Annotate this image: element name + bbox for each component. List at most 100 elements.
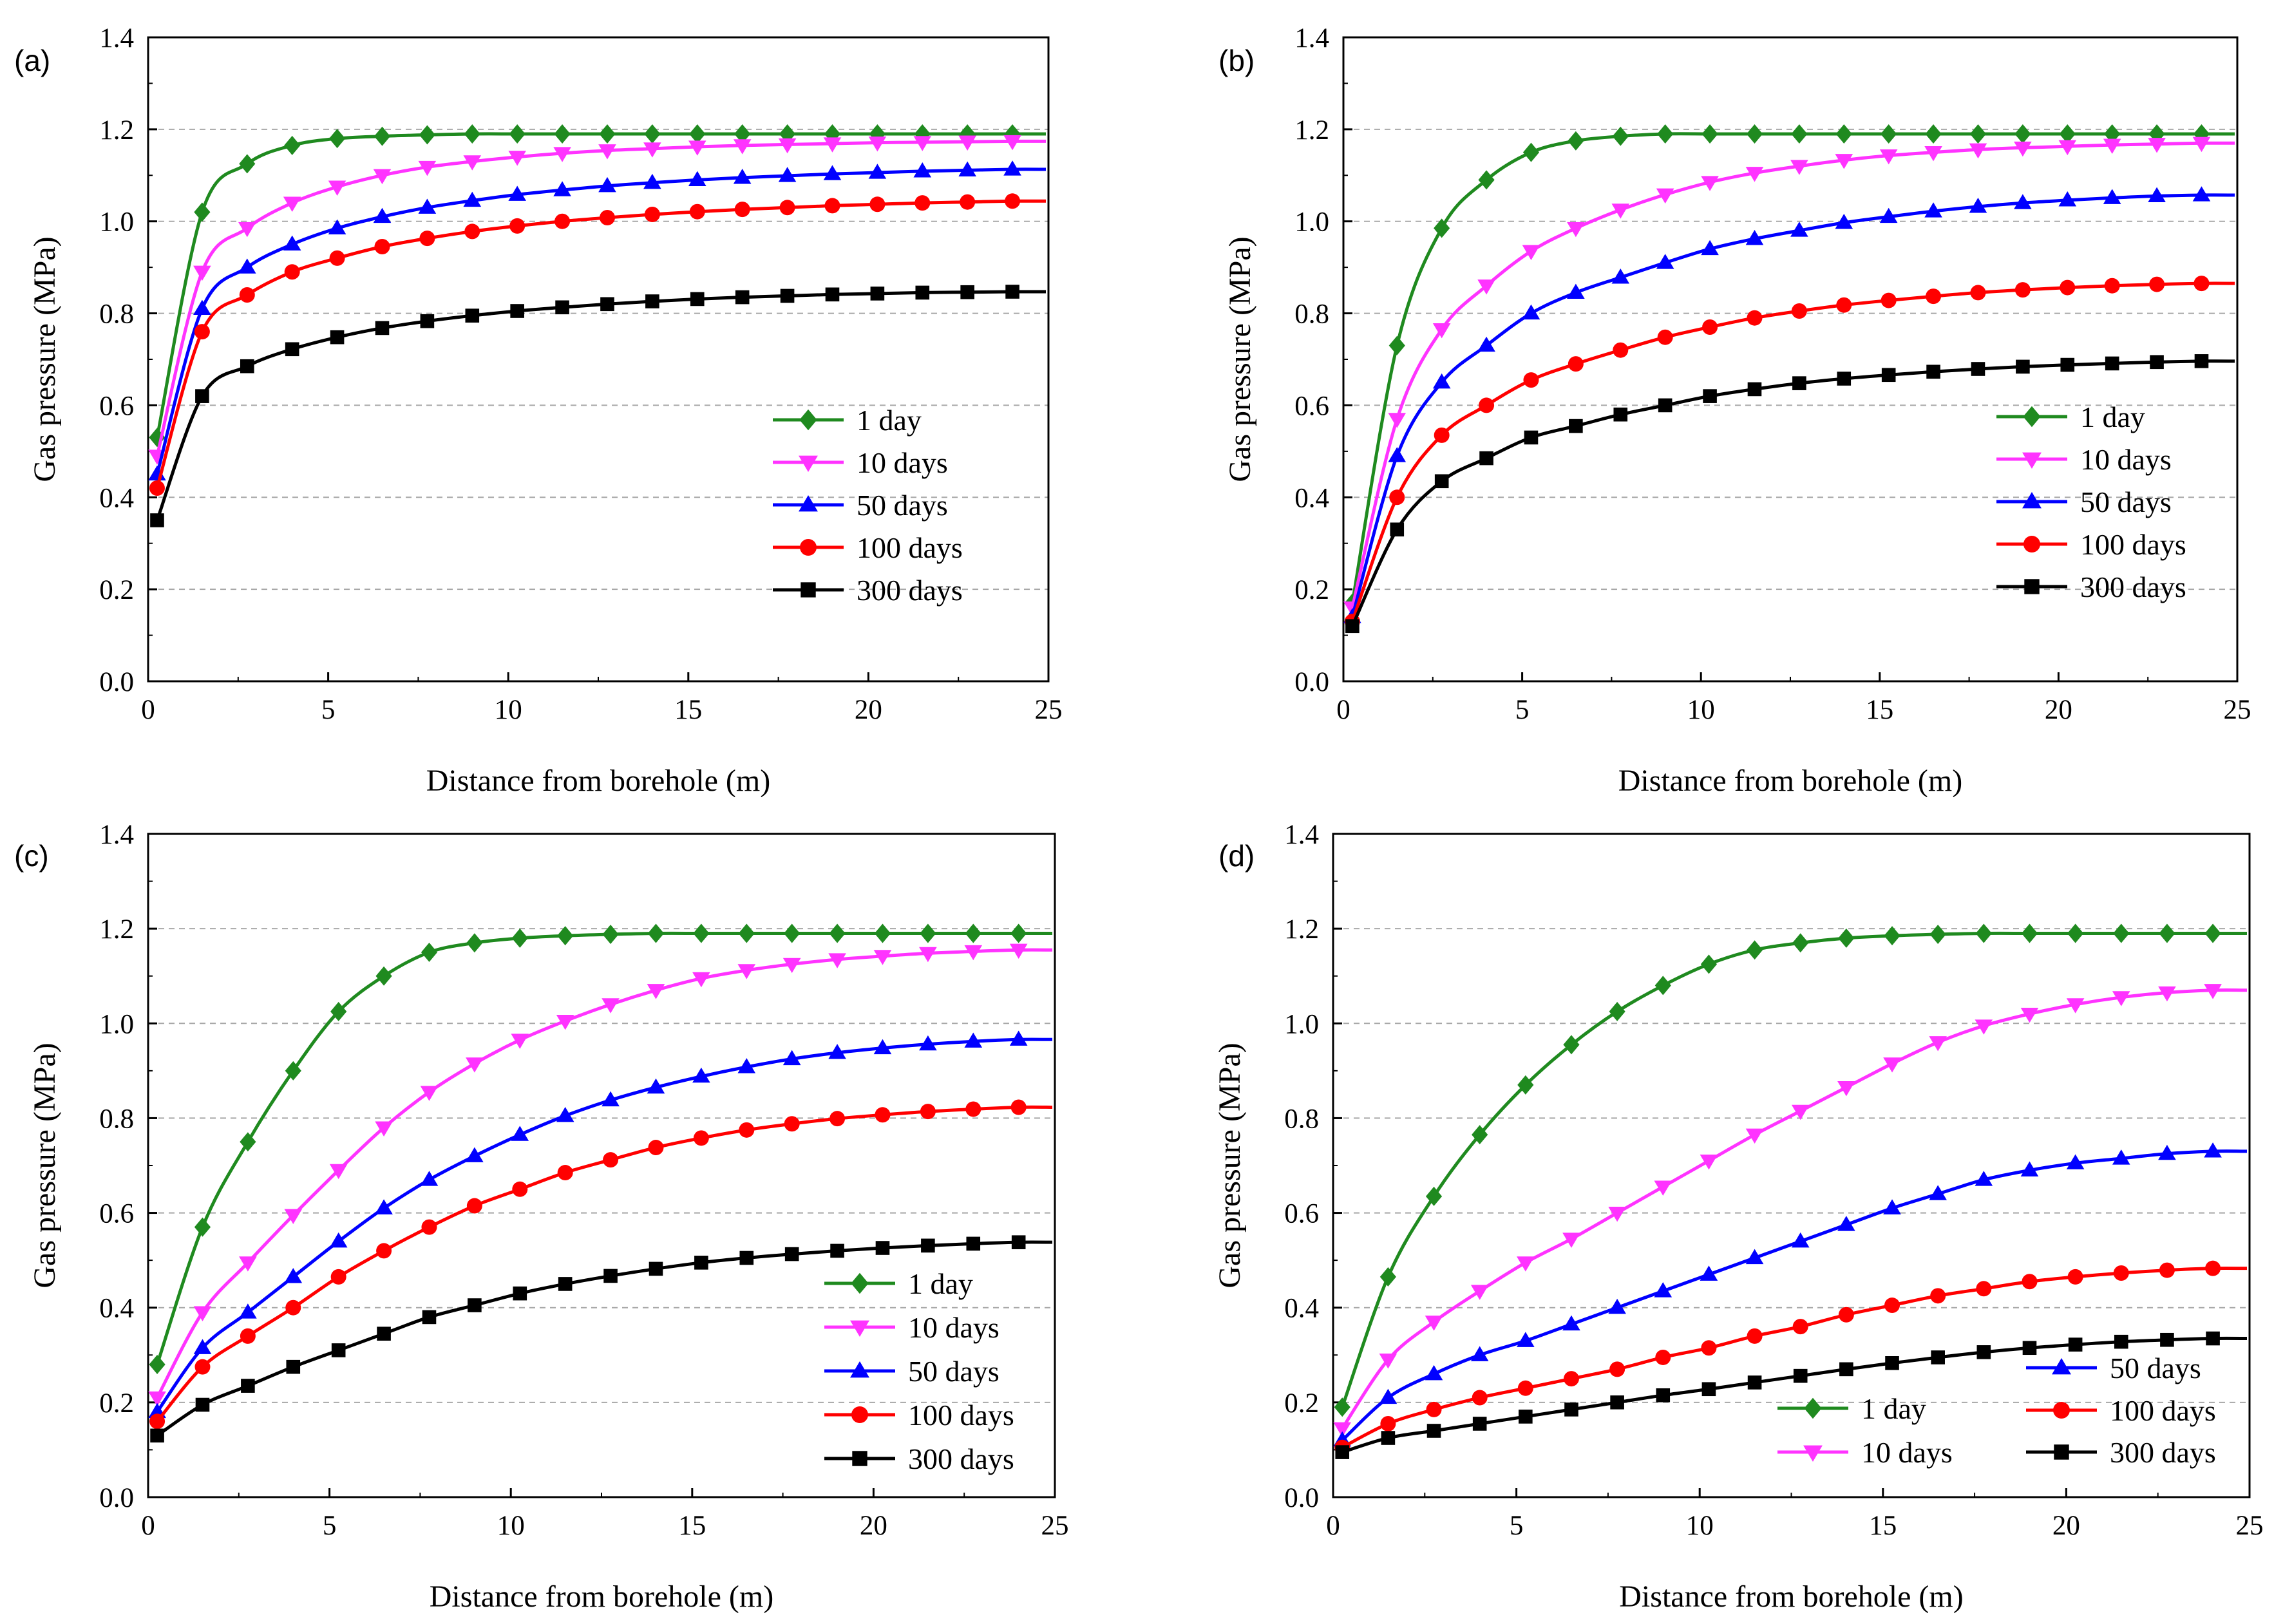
data-point xyxy=(464,124,480,144)
data-point xyxy=(1009,1030,1028,1046)
data-point xyxy=(194,1359,211,1375)
data-point xyxy=(1379,1354,1398,1369)
data-point xyxy=(149,1413,166,1430)
series-line-100-days xyxy=(155,199,1047,489)
data-point xyxy=(1658,398,1672,413)
x-axis-title: Distance from borehole (m) xyxy=(1618,764,1962,798)
data-point xyxy=(1929,1185,1947,1200)
data-point xyxy=(958,161,976,177)
panel-b: 0.0 0.2 0.4 0.6 0.8 1.0 1.2 1.4 0 5 10 15 20 25 Distan… xyxy=(1218,23,2251,798)
data-point xyxy=(2194,354,2209,368)
data-point xyxy=(329,1164,348,1180)
data-point xyxy=(1929,924,1946,944)
data-point xyxy=(1612,126,1629,146)
data-point xyxy=(285,1061,301,1081)
data-point xyxy=(1379,1267,1396,1287)
data-point xyxy=(1003,160,1021,176)
data-point xyxy=(1564,1402,1578,1417)
data-point xyxy=(509,124,526,144)
y-tick-label: 0.2 xyxy=(99,1388,134,1419)
panel-a: 0.0 0.2 0.4 0.6 0.8 1.0 1.2 1.4 0 5 10 15 20 25 Distan… xyxy=(14,23,1063,798)
data-point xyxy=(1925,124,1942,144)
y-tick-label: 0.4 xyxy=(1294,483,1329,513)
y-tick-label: 1.0 xyxy=(99,1009,134,1039)
data-point xyxy=(1434,474,1449,489)
data-point xyxy=(643,142,661,158)
data-point xyxy=(239,1256,257,1272)
data-point xyxy=(644,207,660,222)
legend-entry-100-days: 100 days xyxy=(824,1399,1014,1431)
x-tick-label: 20 xyxy=(855,695,882,725)
data-point xyxy=(734,202,750,218)
data-point xyxy=(1881,368,1896,382)
legend-label: 1 day xyxy=(1861,1392,1926,1425)
data-point xyxy=(1881,124,1897,144)
x-tick-label: 0 xyxy=(141,695,155,725)
data-point xyxy=(466,933,483,953)
series-100-days xyxy=(149,1099,1053,1430)
data-point xyxy=(966,1236,981,1251)
data-point xyxy=(1838,1307,1854,1323)
data-point xyxy=(1656,254,1674,269)
data-point xyxy=(1745,230,1764,245)
data-point xyxy=(958,135,976,151)
data-point xyxy=(508,151,526,166)
data-point xyxy=(193,299,211,316)
data-point xyxy=(328,129,346,149)
data-point xyxy=(1879,207,1898,223)
data-point xyxy=(1608,1298,1626,1314)
data-point xyxy=(778,138,797,154)
data-point xyxy=(873,950,892,965)
y-tick-label: 1.2 xyxy=(99,914,134,945)
data-point xyxy=(1976,1281,1992,1297)
legend-entry-1-day: 1 day xyxy=(1777,1392,1926,1425)
data-point xyxy=(2060,279,2076,296)
legend-label: 1 day xyxy=(908,1267,973,1300)
legend-marker xyxy=(1803,1445,1823,1462)
data-point xyxy=(738,923,755,943)
series-300-days xyxy=(1335,1331,2248,1459)
data-point xyxy=(1479,397,1495,413)
data-point xyxy=(643,173,661,189)
data-point xyxy=(1701,1382,1716,1397)
data-point xyxy=(1881,292,1897,308)
series-1-day xyxy=(1334,923,2247,1417)
legend-label: 100 days xyxy=(857,531,963,564)
data-point xyxy=(194,324,210,340)
legend-label: 100 days xyxy=(2080,528,2186,561)
data-point xyxy=(2016,359,2030,374)
y-tick-label: 0.6 xyxy=(1294,391,1329,421)
data-point xyxy=(688,171,706,187)
data-point xyxy=(598,176,616,193)
data-point xyxy=(1837,1081,1855,1097)
data-point xyxy=(150,513,164,527)
data-point xyxy=(1569,419,1583,433)
x-tick-label: 10 xyxy=(495,695,522,725)
data-point xyxy=(693,923,710,943)
data-point xyxy=(284,1268,303,1283)
data-point xyxy=(328,219,346,235)
y-tick-label: 0.4 xyxy=(99,483,134,513)
series-line-50-days xyxy=(1350,193,2235,618)
data-point xyxy=(1656,188,1674,204)
data-point xyxy=(511,1034,529,1049)
data-point xyxy=(556,1015,574,1030)
data-point xyxy=(694,1256,708,1270)
data-point xyxy=(1470,1346,1489,1361)
data-point xyxy=(1700,1155,1718,1170)
data-point xyxy=(2020,1161,2039,1176)
series-line-10-days xyxy=(155,948,1053,1399)
x-tick-label: 10 xyxy=(497,1511,525,1541)
data-point xyxy=(376,1243,392,1259)
data-point xyxy=(1656,1388,1671,1402)
data-point xyxy=(2058,191,2077,207)
data-point xyxy=(1335,1445,1350,1459)
data-point xyxy=(2103,138,2121,154)
data-point xyxy=(1517,1075,1534,1095)
data-point xyxy=(782,1050,801,1066)
data-point xyxy=(284,1209,303,1225)
data-point xyxy=(1970,285,1986,301)
data-point xyxy=(2066,998,2085,1014)
y-axis-title: Gas pressure (MPa) xyxy=(1223,236,1257,482)
